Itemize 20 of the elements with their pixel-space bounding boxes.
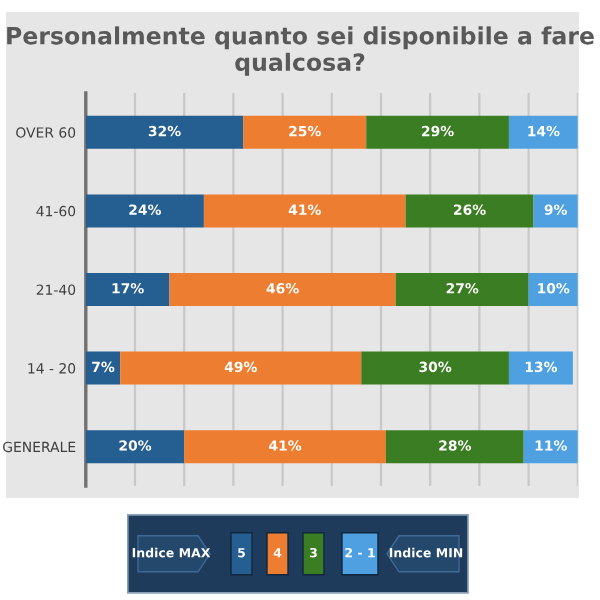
bar	[184, 430, 386, 464]
bar	[203, 194, 406, 228]
bar	[85, 194, 204, 228]
chart-title: Personalmente quanto sei disponibile a fare qualcosa?	[7, 26, 594, 76]
bar	[120, 351, 362, 385]
bar	[169, 272, 396, 307]
bar	[243, 115, 367, 149]
bar	[366, 115, 509, 149]
bar	[85, 272, 170, 307]
bar	[508, 351, 573, 385]
bar	[395, 272, 529, 307]
bar	[533, 194, 578, 228]
bar	[361, 351, 509, 385]
bar	[85, 115, 244, 149]
bar	[405, 194, 534, 228]
bar	[385, 430, 524, 464]
bar	[508, 115, 578, 149]
bar	[85, 430, 185, 464]
bar	[523, 430, 578, 464]
bar	[85, 351, 121, 385]
